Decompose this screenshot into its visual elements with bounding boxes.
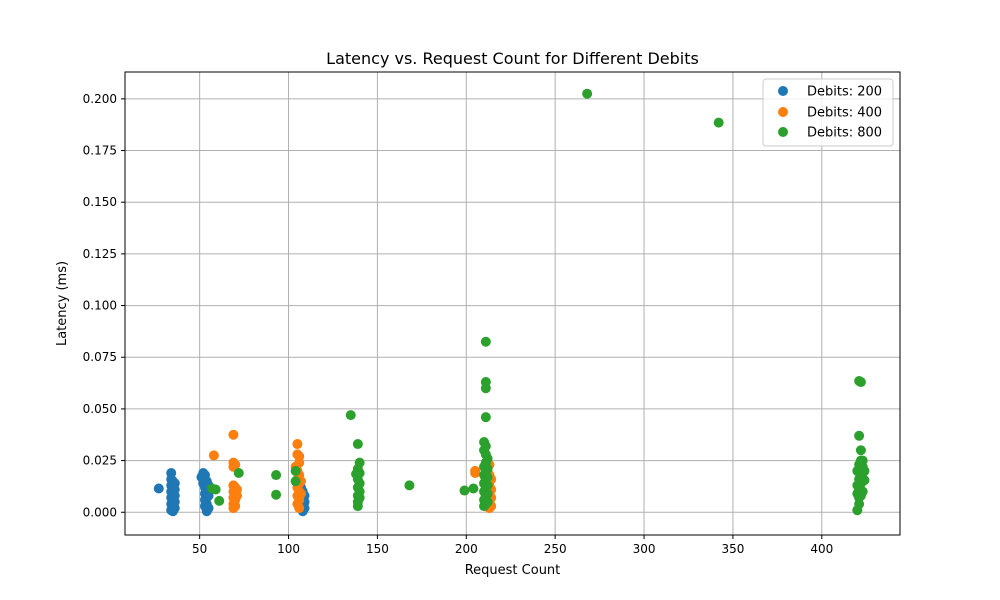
data-point: [855, 377, 866, 388]
grid: [125, 72, 900, 535]
data-point: [470, 467, 481, 478]
y-tick-label: 0.200: [83, 92, 117, 106]
data-point: [482, 496, 493, 507]
y-tick-label: 0.175: [83, 144, 117, 158]
data-point: [169, 503, 180, 514]
data-point: [480, 412, 491, 423]
data-point: [153, 483, 164, 494]
y-tick-label: 0.050: [83, 402, 117, 416]
plot-frame: [124, 71, 901, 536]
y-tick-label: 0.025: [83, 454, 117, 468]
data-point: [354, 457, 365, 468]
axis-ticks: 50 100 150 200 250 300 350 400 0.000 0.025 0.050 0.…: [83, 92, 834, 556]
data-point: [230, 501, 241, 512]
data-point: [482, 463, 493, 474]
data-point: [354, 478, 365, 489]
legend-marker-debits-800: [778, 127, 788, 137]
x-axis-label: Request Count: [465, 563, 561, 578]
legend-label-debits-200: Debits: 200: [807, 85, 882, 100]
y-tick-label: 0.075: [83, 350, 117, 364]
data-point: [482, 453, 493, 464]
legend: Debits: 200 Debits: 400 Debits: 800: [762, 78, 894, 147]
data-point: [354, 467, 365, 478]
y-tick-label: 0.125: [83, 247, 117, 261]
legend-marker-debits-200: [778, 86, 788, 96]
x-tick-label: 250: [544, 542, 567, 556]
x-tick-label: 150: [366, 542, 389, 556]
data-point: [352, 501, 363, 512]
legend-box: [762, 78, 894, 147]
data-point: [214, 495, 225, 506]
y-axis-label: Latency (ms): [55, 261, 70, 346]
series-2: [208, 429, 497, 514]
data-point: [290, 465, 301, 476]
data-point: [203, 503, 214, 514]
data-point: [294, 457, 305, 468]
data-point: [482, 480, 493, 491]
data-point: [854, 498, 865, 509]
data-point: [210, 484, 221, 495]
data-point: [230, 459, 241, 470]
data-point: [294, 503, 305, 514]
data-point: [713, 117, 724, 128]
data-point: [404, 480, 415, 491]
x-tick-label: 350: [721, 542, 744, 556]
x-tick-label: 300: [633, 542, 656, 556]
data-point: [859, 465, 870, 476]
data-point: [271, 489, 282, 500]
data-point: [208, 450, 219, 461]
data-point: [480, 336, 491, 347]
data-point: [480, 441, 491, 452]
data-point: [482, 488, 493, 499]
data-point: [292, 439, 303, 450]
data-point: [228, 429, 239, 440]
data-point: [480, 383, 491, 394]
data-point: [231, 490, 242, 501]
data-point: [582, 88, 593, 99]
y-tick-label: 0.000: [83, 505, 117, 519]
y-tick-label: 0.100: [83, 299, 117, 313]
data-point: [854, 430, 865, 441]
x-tick-label: 400: [810, 542, 833, 556]
data-point: [354, 492, 365, 503]
data-point: [855, 445, 866, 456]
y-tick-label: 0.150: [83, 195, 117, 209]
legend-marker-debits-400: [778, 107, 788, 117]
legend-label-debits-400: Debits: 400: [807, 106, 882, 121]
data-point: [482, 472, 493, 483]
data-point: [859, 475, 870, 486]
data-point: [468, 483, 479, 494]
data-point: [857, 486, 868, 497]
data-point: [459, 485, 470, 496]
data-point: [271, 470, 282, 481]
data-point: [290, 476, 301, 487]
chart-title: Latency vs. Request Count for Different …: [326, 49, 699, 68]
legend-label-debits-800: Debits: 800: [807, 126, 882, 141]
data-point: [233, 467, 244, 478]
x-tick-label: 50: [192, 542, 207, 556]
data-point: [345, 410, 356, 421]
data-point: [352, 439, 363, 450]
x-tick-label: 200: [455, 542, 478, 556]
series-3: [207, 88, 870, 516]
x-tick-label: 100: [277, 542, 300, 556]
data-points: [153, 88, 870, 517]
data-point: [295, 488, 306, 499]
